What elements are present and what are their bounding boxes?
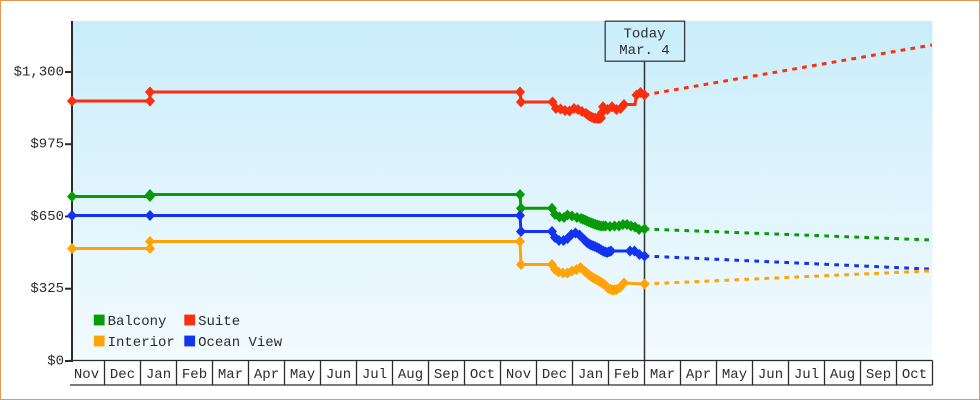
svg-text:Sep: Sep bbox=[434, 367, 459, 383]
svg-text:Interior: Interior bbox=[108, 335, 175, 351]
svg-text:Feb: Feb bbox=[182, 367, 207, 383]
svg-text:Apr: Apr bbox=[254, 367, 279, 383]
svg-text:Mar: Mar bbox=[218, 367, 243, 383]
svg-text:Oct: Oct bbox=[902, 367, 927, 383]
svg-text:Feb: Feb bbox=[614, 367, 639, 383]
svg-text:Apr: Apr bbox=[686, 367, 711, 383]
svg-text:Jan: Jan bbox=[578, 367, 603, 383]
svg-text:May: May bbox=[290, 367, 315, 383]
svg-text:Jul: Jul bbox=[794, 367, 819, 383]
svg-text:$1,300: $1,300 bbox=[14, 64, 64, 80]
svg-text:Ocean View: Ocean View bbox=[198, 335, 283, 351]
svg-text:Jun: Jun bbox=[758, 367, 783, 383]
svg-text:Jun: Jun bbox=[326, 367, 351, 383]
svg-text:May: May bbox=[722, 367, 747, 383]
svg-text:Dec: Dec bbox=[542, 367, 567, 383]
svg-text:$325: $325 bbox=[30, 281, 64, 297]
svg-text:Sep: Sep bbox=[866, 367, 891, 383]
svg-text:$975: $975 bbox=[30, 137, 64, 153]
svg-text:Aug: Aug bbox=[830, 367, 855, 383]
svg-text:$650: $650 bbox=[30, 209, 64, 225]
svg-text:Suite: Suite bbox=[198, 314, 240, 330]
svg-text:Jan: Jan bbox=[146, 367, 171, 383]
svg-text:Dec: Dec bbox=[110, 367, 135, 383]
svg-text:Aug: Aug bbox=[398, 367, 423, 383]
svg-text:Nov: Nov bbox=[74, 367, 99, 383]
svg-text:Mar: Mar bbox=[650, 367, 675, 383]
svg-text:$0: $0 bbox=[47, 353, 64, 369]
svg-text:Today: Today bbox=[623, 27, 665, 43]
svg-text:Oct: Oct bbox=[470, 367, 495, 383]
svg-text:Mar. 4: Mar. 4 bbox=[619, 43, 669, 59]
svg-text:Balcony: Balcony bbox=[108, 314, 167, 330]
svg-text:Nov: Nov bbox=[506, 367, 531, 383]
svg-text:Jul: Jul bbox=[362, 367, 387, 383]
